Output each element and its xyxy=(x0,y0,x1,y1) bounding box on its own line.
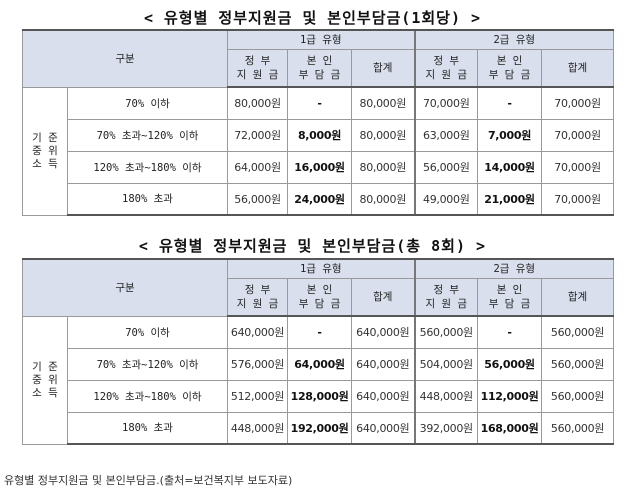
g2-total-cell: 560,000원 xyxy=(541,315,615,349)
g2-total-cell: 560,000원 xyxy=(541,379,615,413)
income-band: 180% 초과 xyxy=(66,411,229,445)
g1-total-cell: 80,000원 xyxy=(351,118,416,152)
image-caption: 유형별 정부지원금 및 본인부담금.(출처=보건복지부 보도자료) xyxy=(4,474,293,487)
income-band: 120% 초과~180% 이하 xyxy=(66,150,229,184)
income-band: 180% 초과 xyxy=(66,182,229,216)
g1-self-cell: - xyxy=(287,315,353,349)
row-category-label: 기 준 중 위 소 득 xyxy=(22,86,68,216)
g1-self-cell: 24,000원 xyxy=(287,182,353,216)
g2-gov-cell: 49,000원 xyxy=(413,182,479,216)
g2-total-cell: 70,000원 xyxy=(541,86,615,120)
g2-gov-cell: 70,000원 xyxy=(413,86,479,120)
g1-gov-cell: 72,000원 xyxy=(227,118,289,152)
income-band: 70% 초과~120% 이하 xyxy=(66,347,229,381)
header-group2: 2급 유형 xyxy=(413,258,615,279)
header-total: 합계 xyxy=(351,277,416,317)
income-band: 70% 이하 xyxy=(66,86,229,120)
g2-self-cell: 56,000원 xyxy=(477,347,543,381)
table-row: 120% 초과~180% 이하 512,000원 128,000원 640,00… xyxy=(23,379,615,413)
g2-gov-cell: 392,000원 xyxy=(413,411,479,445)
g2-self-cell: - xyxy=(477,86,543,120)
g1-self-cell: 192,000원 xyxy=(287,411,353,445)
table-row: 기 준 중 위 소 득 70% 이하 640,000원 - 640,000원 5… xyxy=(22,315,615,445)
g1-self-cell: 128,000원 xyxy=(287,379,353,413)
g1-total-cell: 640,000원 xyxy=(351,347,416,381)
table1-title: < 유형별 정부지원금 및 본인부담금(1회당) > xyxy=(143,9,482,27)
g1-self-cell: 64,000원 xyxy=(287,347,353,381)
header-category: 구분 xyxy=(21,29,229,88)
header-total: 합계 xyxy=(541,277,615,317)
header-total: 합계 xyxy=(541,48,615,88)
g2-gov-cell: 560,000원 xyxy=(413,315,479,349)
g2-self-cell: 7,000원 xyxy=(477,118,543,152)
row-category-label: 기 준 중 위 소 득 xyxy=(22,315,68,445)
g1-gov-cell: 512,000원 xyxy=(227,379,289,413)
g1-total-cell: 640,000원 xyxy=(351,379,416,413)
g2-gov-cell: 56,000원 xyxy=(413,150,479,184)
table-row: 120% 초과~180% 이하 64,000원 16,000원 80,000원 … xyxy=(23,150,615,184)
g1-total-cell: 640,000원 xyxy=(351,315,416,349)
table-row: 180% 초과 56,000원 24,000원 80,000원 49,000원 … xyxy=(23,182,615,216)
table-row: 70% 초과~120% 이하 72,000원 8,000원 80,000원 63… xyxy=(23,118,615,152)
g1-total-cell: 80,000원 xyxy=(351,182,416,216)
header-total: 합계 xyxy=(351,48,416,88)
g2-self-cell: 14,000원 xyxy=(477,150,543,184)
g2-total-cell: 560,000원 xyxy=(541,411,615,445)
table2-title: < 유형별 정부지원금 및 본인부담금(총 8회) > xyxy=(138,237,487,255)
g1-self-cell: 8,000원 xyxy=(287,118,353,152)
table-row: 180% 초과 448,000원 192,000원 640,000원 392,0… xyxy=(23,411,615,445)
g1-total-cell: 640,000원 xyxy=(351,411,416,445)
g1-gov-cell: 576,000원 xyxy=(227,347,289,381)
g2-self-cell: 112,000원 xyxy=(477,379,543,413)
g2-total-cell: 70,000원 xyxy=(541,118,615,152)
table-row: 70% 초과~120% 이하 576,000원 64,000원 640,000원… xyxy=(23,347,615,381)
income-band: 70% 이하 xyxy=(66,315,229,349)
g1-gov-cell: 640,000원 xyxy=(227,315,289,349)
g2-total-cell: 560,000원 xyxy=(541,347,615,381)
header-group2: 2급 유형 xyxy=(413,29,615,50)
g1-self-cell: 16,000원 xyxy=(287,150,353,184)
header-group1: 1급 유형 xyxy=(227,29,416,50)
g2-gov-cell: 504,000원 xyxy=(413,347,479,381)
g2-total-cell: 70,000원 xyxy=(541,182,615,216)
g2-self-cell: - xyxy=(477,315,543,349)
g2-total-cell: 70,000원 xyxy=(541,150,615,184)
g1-gov-cell: 64,000원 xyxy=(227,150,289,184)
g1-gov-cell: 56,000원 xyxy=(227,182,289,216)
table-row: 기 준 중 위 소 득 70% 이하 80,000원 - 80,000원 70,… xyxy=(22,86,615,216)
g1-gov-cell: 448,000원 xyxy=(227,411,289,445)
g1-total-cell: 80,000원 xyxy=(351,86,416,120)
income-band: 70% 초과~120% 이하 xyxy=(66,118,229,152)
header-category: 구분 xyxy=(21,258,229,317)
g2-gov-cell: 448,000원 xyxy=(413,379,479,413)
g1-total-cell: 80,000원 xyxy=(351,150,416,184)
g2-self-cell: 21,000원 xyxy=(477,182,543,216)
g1-self-cell: - xyxy=(287,86,353,120)
g1-gov-cell: 80,000원 xyxy=(227,86,289,120)
header-group1: 1급 유형 xyxy=(227,258,416,279)
g2-gov-cell: 63,000원 xyxy=(413,118,479,152)
income-band: 120% 초과~180% 이하 xyxy=(66,379,229,413)
g2-self-cell: 168,000원 xyxy=(477,411,543,445)
